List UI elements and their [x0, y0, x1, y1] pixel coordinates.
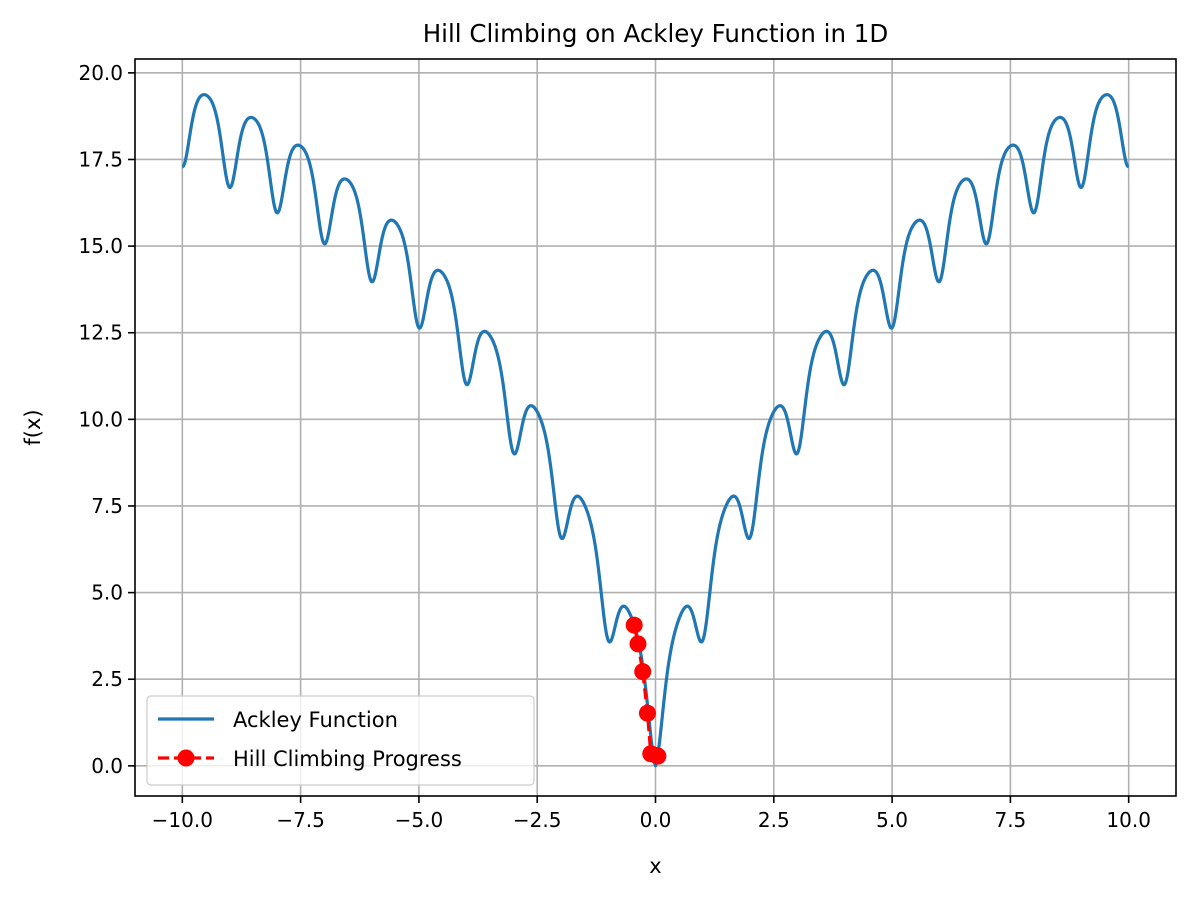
x-tick-label: −5.0	[395, 808, 444, 832]
y-tick-label: 20.0	[78, 61, 123, 85]
plot-area	[181, 93, 1130, 768]
y-tick-label: 12.5	[78, 321, 123, 345]
x-tick-label: −2.5	[513, 808, 562, 832]
x-tick-label: 5.0	[876, 808, 908, 832]
x-axis: −10.0 −7.5 −5.0 −2.5 0.0 2.5 5.0 7.5 10.0	[152, 796, 1151, 832]
hill-climbing-point	[638, 704, 656, 722]
y-tick-label: 17.5	[78, 147, 123, 171]
hill-climbing-point	[649, 747, 667, 765]
y-tick-label: 15.0	[78, 234, 123, 258]
hill-climbing-point	[629, 635, 647, 653]
x-axis-label: x	[649, 854, 661, 878]
y-axis: 0.0 2.5 5.0 7.5 10.0 12.5 15.0 17.5 20.0	[78, 61, 135, 778]
y-tick-label: 2.5	[91, 667, 123, 691]
y-tick-label: 0.0	[91, 754, 123, 778]
x-tick-label: −10.0	[152, 808, 213, 832]
x-tick-label: 0.0	[640, 808, 672, 832]
x-tick-label: −7.5	[276, 808, 325, 832]
hill-climbing-point	[634, 663, 652, 681]
legend-marker-hill-climbing-progress	[177, 749, 195, 767]
x-tick-label: 2.5	[758, 808, 790, 832]
x-tick-label: 7.5	[994, 808, 1026, 832]
y-tick-label: 10.0	[78, 407, 123, 431]
x-tick-label: 10.0	[1106, 808, 1151, 832]
y-tick-label: 5.0	[91, 581, 123, 605]
y-axis-label: f(x)	[21, 409, 45, 445]
legend-box	[146, 695, 535, 786]
chart-title: Hill Climbing on Ackley Function in 1D	[423, 19, 888, 48]
y-tick-label: 7.5	[91, 494, 123, 518]
grid	[135, 59, 1176, 796]
legend-label-ackley-function: Ackley Function	[233, 708, 398, 732]
series-line-ackley-function	[181, 93, 1130, 768]
legend: Ackley Function Hill Climbing Progress	[146, 695, 535, 786]
hill-climbing-point	[625, 616, 643, 634]
legend-label-hill-climbing-progress: Hill Climbing Progress	[233, 747, 462, 771]
